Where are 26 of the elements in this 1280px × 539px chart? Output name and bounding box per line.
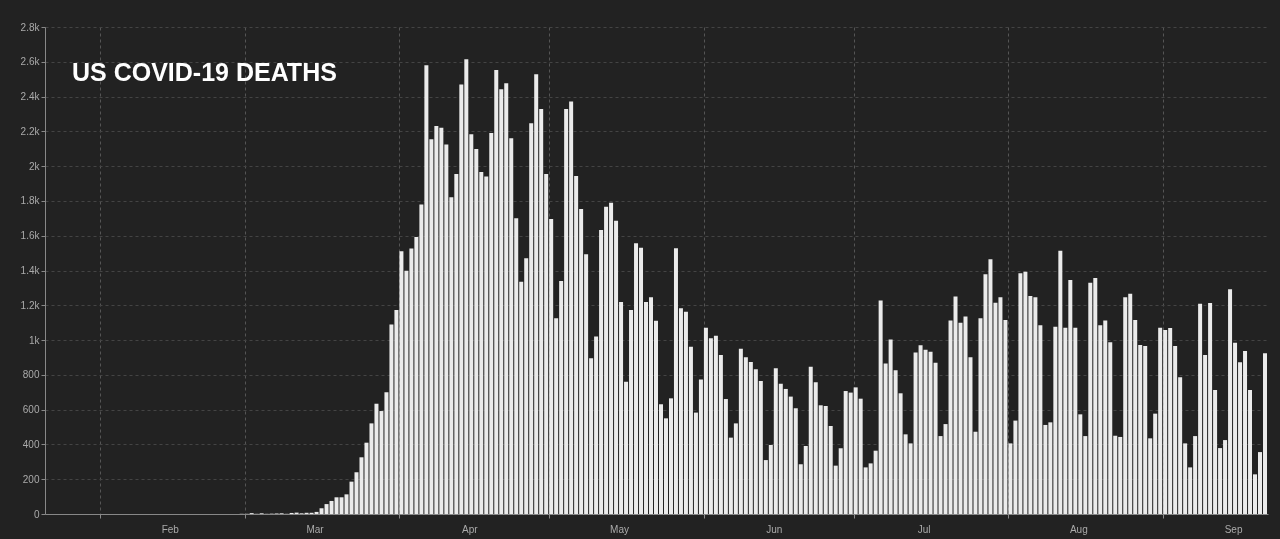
- x-tick-label: Jun: [766, 523, 783, 535]
- text: US COVID-19 DEATHS: [72, 58, 337, 86]
- y-tick-label: 1.8k: [20, 195, 41, 207]
- x-tick-label: Sep: [1224, 523, 1243, 535]
- y-tick-label: 2.6k: [20, 56, 41, 68]
- y-tick-label: 1.4k: [20, 265, 41, 276]
- bar: [953, 296, 958, 514]
- y-tick-label: 800: [22, 369, 40, 381]
- y-tick-label: 1.6k: [20, 230, 41, 242]
- y-tick-label: 400: [22, 438, 40, 450]
- y-tick-label: 2.4k: [20, 91, 41, 103]
- bar: [963, 316, 968, 514]
- y-tick-label: 2.8k: [20, 21, 41, 33]
- y-tick-label: 1.2k: [20, 299, 41, 311]
- y-tick-label: 1k: [28, 334, 41, 346]
- y-tick-label: 2k: [28, 160, 41, 172]
- y-tick-label: 0: [33, 508, 40, 520]
- x-tick-label: Jul: [917, 523, 931, 535]
- y-tick-label: 200: [22, 473, 40, 485]
- x-tick-label: Feb: [161, 523, 180, 535]
- x-tick-label: Apr: [462, 523, 479, 535]
- y-tick-label: 2.2k: [20, 125, 41, 137]
- x-tick-label: Mar: [306, 523, 325, 535]
- y-tick-label: 600: [22, 404, 40, 416]
- x-tick-label: Aug: [1069, 523, 1088, 535]
- x-tick-label: May: [610, 523, 630, 535]
